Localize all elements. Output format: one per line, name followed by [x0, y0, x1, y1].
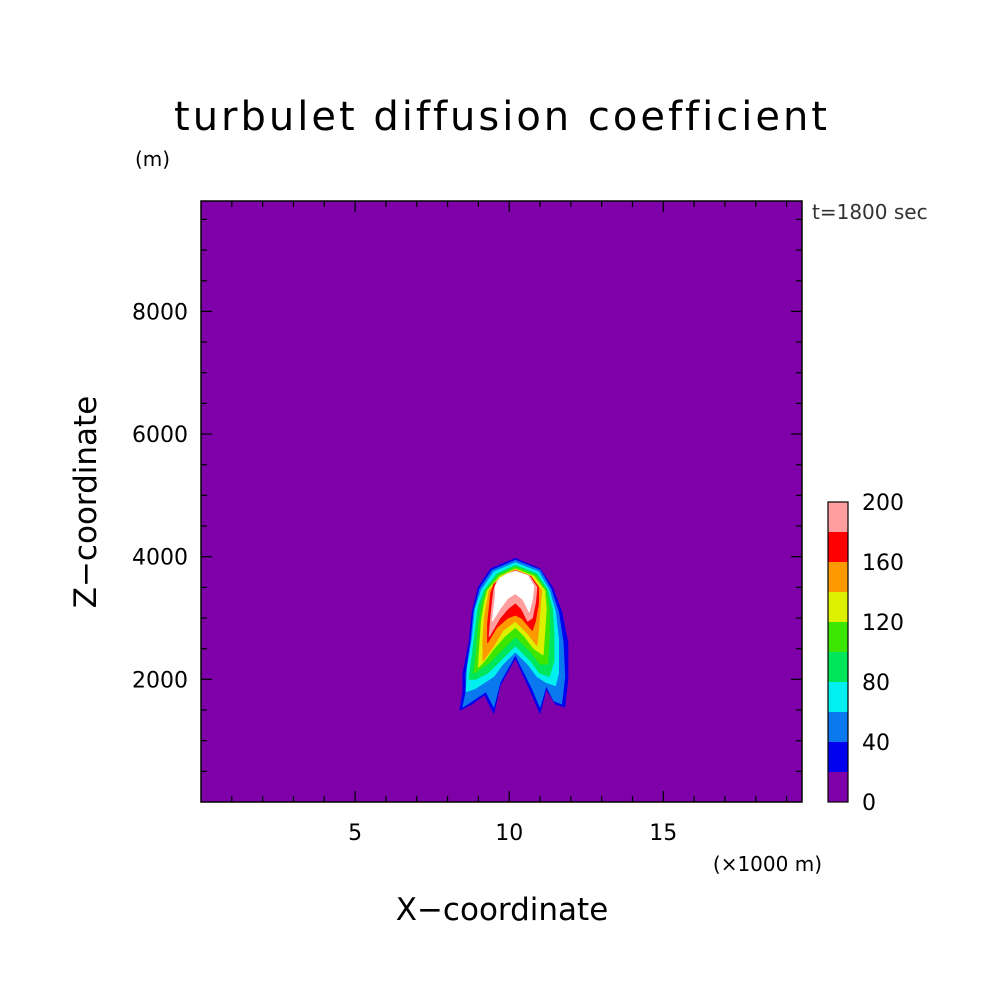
colorbar-swatch	[828, 562, 848, 592]
y-unit-label: (m)	[135, 147, 170, 171]
y-tick-label: 6000	[132, 423, 188, 448]
x-tick-label: 10	[495, 821, 523, 846]
colorbar-swatch	[828, 712, 848, 742]
colorbar-tick-label: 0	[862, 791, 876, 816]
y-axis-label: Z−coordinate	[68, 396, 104, 609]
y-tick-labels: 2000 4000 6000 8000	[132, 300, 188, 693]
x-unit-label: (×1000 m)	[713, 852, 822, 876]
colorbar-tick-label: 160	[862, 551, 904, 576]
y-tick-label: 8000	[132, 300, 188, 325]
x-axis-label: X−coordinate	[396, 892, 609, 928]
chart-title: turbulet diffusion coefficient	[174, 94, 830, 140]
colorbar-swatch	[828, 622, 848, 652]
colorbar-labels: 0 40 80 120 160 200	[862, 491, 904, 816]
colorbar-swatch	[828, 742, 848, 772]
plot-frame	[200, 200, 803, 803]
colorbar-swatch	[828, 502, 848, 532]
time-label: t=1800 sec	[812, 200, 928, 224]
contour-layer	[459, 558, 569, 714]
contour-level-200	[491, 570, 535, 622]
y-tick-label: 4000	[132, 546, 188, 571]
x-tick-label: 15	[649, 821, 677, 846]
colorbar	[827, 501, 849, 803]
colorbar-tick-label: 40	[862, 731, 890, 756]
colorbar-swatch	[828, 532, 848, 562]
colorbar-swatch	[828, 682, 848, 712]
colorbar-swatch	[828, 592, 848, 622]
x-tick-label: 5	[348, 821, 362, 846]
plot-background	[201, 201, 802, 802]
colorbar-swatch	[828, 772, 848, 802]
colorbar-tick-label: 120	[862, 611, 904, 636]
colorbar-tick-label: 80	[862, 671, 890, 696]
colorbar-swatch	[828, 652, 848, 682]
plot-area	[200, 200, 803, 803]
colorbar-tick-label: 200	[862, 491, 904, 516]
axis-ticks	[201, 201, 802, 802]
x-tick-labels: 5 10 15	[348, 821, 677, 846]
y-tick-label: 2000	[132, 668, 188, 693]
colorbar-frame	[827, 501, 849, 803]
